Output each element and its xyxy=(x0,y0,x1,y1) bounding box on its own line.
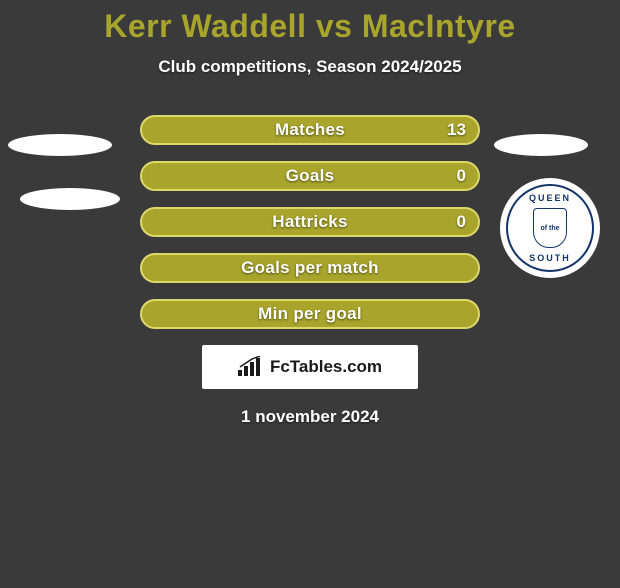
stat-value: 13 xyxy=(447,120,466,140)
player-ellipse xyxy=(8,134,112,156)
stat-label: Goals xyxy=(286,166,335,186)
player-ellipse xyxy=(494,134,588,156)
bar-chart-icon xyxy=(238,356,264,378)
stat-bar: Goals per match xyxy=(140,253,480,283)
stat-label: Goals per match xyxy=(241,258,379,278)
brand-box: FcTables.com xyxy=(202,345,418,389)
stat-value: 0 xyxy=(457,212,466,232)
player-ellipse xyxy=(20,188,120,210)
stat-label: Matches xyxy=(275,120,345,140)
date-line: 1 november 2024 xyxy=(0,407,620,427)
page-title: Kerr Waddell vs MacIntyre xyxy=(0,8,620,45)
stat-bar: Matches 13 xyxy=(140,115,480,145)
stat-label: Min per goal xyxy=(258,304,362,324)
club-badge-text-top: QUEEN xyxy=(508,193,592,203)
stat-bar: Goals 0 xyxy=(140,161,480,191)
stat-label: Hattricks xyxy=(272,212,347,232)
club-badge-ring: QUEEN of the SOUTH xyxy=(506,184,594,272)
subtitle: Club competitions, Season 2024/2025 xyxy=(0,57,620,77)
stat-value: 0 xyxy=(457,166,466,186)
stat-row: Min per goal xyxy=(0,299,620,329)
club-badge: QUEEN of the SOUTH xyxy=(500,178,600,278)
stat-bar: Min per goal xyxy=(140,299,480,329)
club-badge-text-bottom: SOUTH xyxy=(508,253,592,263)
club-badge-crest: of the xyxy=(533,208,567,248)
brand-text: FcTables.com xyxy=(270,357,382,377)
stat-bar: Hattricks 0 xyxy=(140,207,480,237)
